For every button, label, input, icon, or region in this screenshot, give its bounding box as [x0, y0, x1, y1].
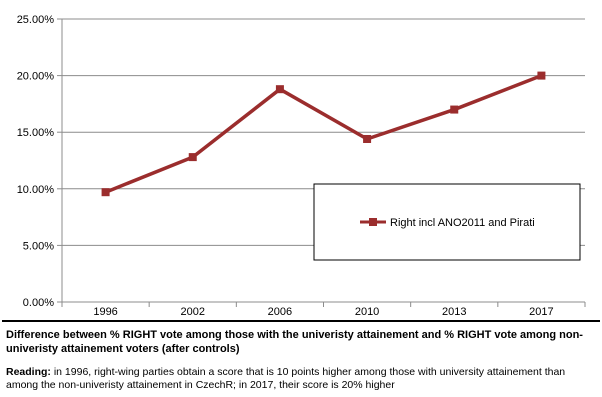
- x-tick-label: 2006: [268, 306, 292, 318]
- data-point: [450, 105, 459, 114]
- y-tick-label: 20.00%: [17, 71, 55, 83]
- reading-label: Reading:: [6, 366, 51, 378]
- x-tick-label: 2002: [181, 306, 205, 318]
- y-tick-label: 25.00%: [17, 14, 55, 26]
- caption-reading: Reading: in 1996, right-wing parties obt…: [6, 366, 596, 392]
- series: [101, 71, 546, 197]
- data-point: [275, 85, 284, 94]
- y-tick-label: 5.00%: [23, 240, 54, 252]
- caption-title: Difference between % RIGHT vote among th…: [6, 329, 583, 355]
- y-tick-label: 10.00%: [17, 184, 55, 196]
- y-tick-label: 0.00%: [23, 297, 54, 309]
- y-tick-labels: 0.00% 5.00% 10.00% 15.00% 20.00% 25.00%: [17, 14, 55, 309]
- x-tick-label: 2010: [355, 306, 379, 318]
- legend-box: [313, 183, 581, 261]
- reading-text: in 1996, right-wing parties obtain a sco…: [6, 366, 566, 391]
- x-tick-label: 1996: [93, 306, 117, 318]
- legend: Right incl ANO2011 and Pirati: [313, 183, 581, 261]
- x-tick-label: 2013: [442, 306, 466, 318]
- series-line: [104, 73, 543, 194]
- x-tick-label: 2017: [529, 306, 553, 318]
- data-point: [537, 71, 546, 80]
- chart-caption: Difference between % RIGHT vote among th…: [2, 320, 600, 397]
- axes: [57, 18, 586, 307]
- legend-label: Right incl ANO2011 and Pirati: [390, 217, 535, 229]
- line-chart: 0.00% 5.00% 10.00% 15.00% 20.00% 25.00% 1996 2…: [17, 14, 586, 318]
- x-tick-labels: 1996 2002 2006 2010 2013 2017: [93, 306, 553, 318]
- data-point: [188, 153, 197, 162]
- y-tick-label: 15.00%: [17, 127, 55, 139]
- data-point: [101, 188, 110, 197]
- data-point: [363, 134, 372, 143]
- legend-swatch-marker: [369, 218, 377, 226]
